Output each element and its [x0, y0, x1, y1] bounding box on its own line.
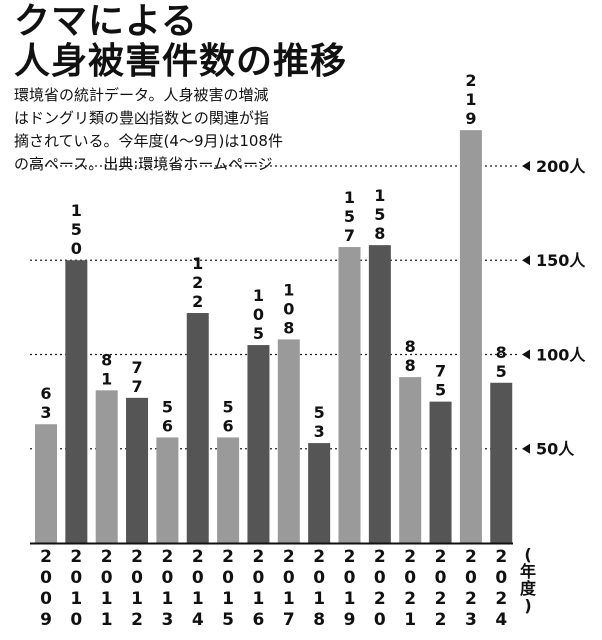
bar-2020	[368, 245, 391, 543]
tick-marker-100	[522, 349, 530, 360]
chart-subtitle: 環境省の統計データ。人身被害の増減 はドングリ類の豊凶指数との関連が指 摘されて…	[14, 84, 314, 176]
bar-2009	[35, 424, 57, 543]
subtitle-line-1: 環境省の統計データ。人身被害の増減	[14, 86, 269, 104]
tick-marker-50	[522, 443, 530, 454]
tick-marker-150	[522, 255, 530, 266]
chart-title: クマによる 人身被害件数の推移	[14, 2, 347, 82]
subtitle-line-3: 摘されている。今年度(4〜9月)は108件	[14, 132, 283, 150]
bar-2022	[429, 401, 452, 543]
subtitle-line-2: はドングリ類の豊凶指数との関連が指	[14, 109, 269, 127]
bar-2011	[95, 390, 118, 543]
bar-2013	[156, 437, 179, 543]
bar-2018	[308, 443, 331, 543]
ytick-label-150: 150人	[536, 251, 586, 270]
bar-2014	[186, 313, 209, 543]
subtitle-line-4: の高ペース。出典:環境省ホームページ	[14, 155, 273, 173]
bar-2010	[65, 260, 88, 543]
tick-marker-200	[522, 160, 530, 171]
bar-2017	[277, 339, 300, 543]
ytick-label-50: 50人	[536, 440, 575, 459]
bar-2019	[338, 247, 361, 543]
bar-2012	[126, 397, 149, 543]
bar-2015	[217, 437, 240, 543]
ytick-label-200: 200人	[536, 157, 586, 176]
bar-2024	[490, 382, 513, 543]
title-line-1: クマによる	[14, 1, 198, 42]
bar-2021	[399, 377, 422, 543]
ytick-label-100: 100人	[536, 345, 586, 364]
x-axis-label: (年度)	[520, 545, 537, 615]
bar-2016	[247, 345, 270, 543]
title-line-2: 人身被害件数の推移	[14, 41, 348, 82]
bar-2023	[459, 130, 482, 544]
